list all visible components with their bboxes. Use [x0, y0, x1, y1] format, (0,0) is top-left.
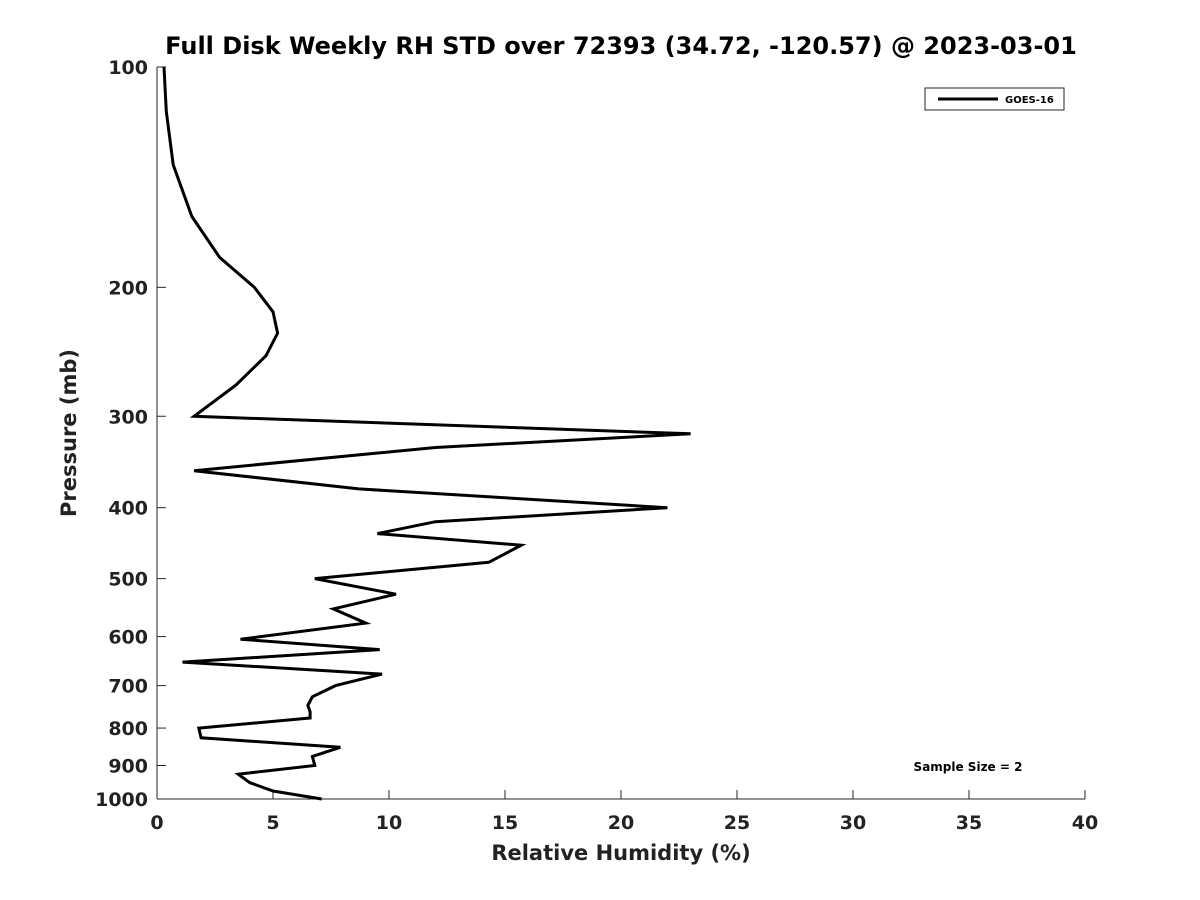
y-tick-label: 500 — [108, 569, 148, 591]
x-axis-label: Relative Humidity (%) — [491, 841, 750, 865]
series-line-goes-16 — [162, 66, 691, 801]
y-tick-label: 200 — [108, 277, 148, 299]
axes — [156, 67, 1085, 800]
y-axis-label: Pressure (mb) — [57, 349, 81, 517]
x-tick-label: 10 — [376, 812, 402, 834]
y-tick-label: 700 — [108, 676, 148, 698]
x-tick-label: 20 — [608, 812, 634, 834]
sample-size-annotation: Sample Size = 2 — [914, 760, 1023, 774]
x-tick-label: 0 — [150, 812, 163, 834]
x-tick-label: 30 — [840, 812, 866, 834]
y-tick-label: 800 — [108, 718, 148, 740]
ticks: 0 5 10 15 20 25 30 35 40 100 200 300 400 500 600 700 800… — [95, 57, 1098, 834]
legend: GOES-16 — [924, 87, 1065, 111]
y-tick-label: 100 — [108, 57, 148, 79]
y-tick-label: 400 — [108, 498, 148, 520]
legend-label: GOES-16 — [1005, 95, 1054, 106]
x-tick-label: 25 — [724, 812, 750, 834]
x-tick-label: 35 — [956, 812, 982, 834]
chart-title: Full Disk Weekly RH STD over 72393 (34.7… — [165, 32, 1077, 60]
y-tick-label: 900 — [108, 756, 148, 778]
y-tick-label: 600 — [108, 627, 148, 649]
y-tick-label: 1000 — [95, 789, 148, 811]
y-tick-label: 300 — [108, 406, 148, 428]
x-tick-label: 40 — [1072, 812, 1098, 834]
series-layer — [162, 66, 691, 801]
x-tick-label: 15 — [492, 812, 518, 834]
x-tick-label: 5 — [266, 812, 279, 834]
